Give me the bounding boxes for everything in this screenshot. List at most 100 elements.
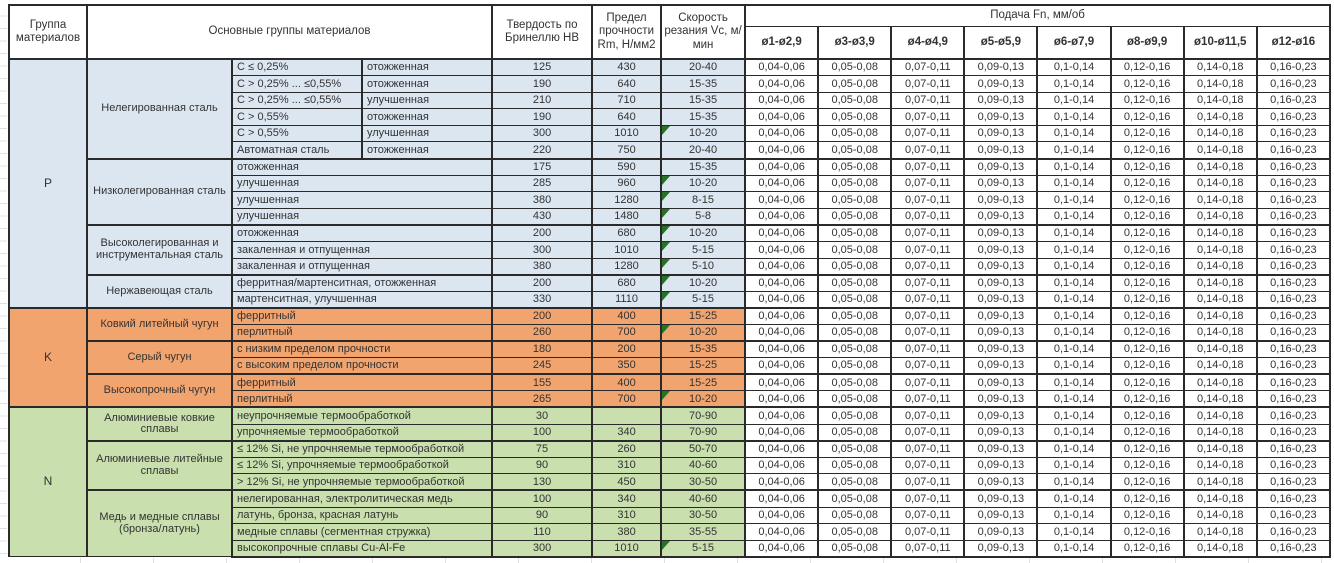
feed-value-cell: 0,09-0,13 (963, 406, 1039, 425)
feed-value-cell: 0,16-0,23 (1255, 439, 1332, 458)
feed-value-cell: 0,12-0,16 (1109, 108, 1185, 126)
cutting-speed-value-cell: 15-35 (660, 91, 747, 110)
cutting-speed-value-cell: 20-40 (660, 141, 747, 160)
hardness-value-cell: 110 (491, 523, 594, 541)
feed-value-cell: 0,09-0,13 (963, 124, 1039, 143)
feed-value-cell: 0,07-0,11 (890, 75, 966, 93)
strength-value-cell: 340 (591, 489, 663, 508)
hardness-value-cell: 30 (491, 406, 594, 425)
feed-value-cell: 0,12-0,16 (1109, 523, 1185, 541)
cell-comment-marker-icon (663, 242, 671, 252)
cutting-speed-value-cell: 70-90 (660, 406, 747, 425)
feed-value-cell: 0,12-0,16 (1109, 406, 1185, 425)
feed-value-cell: 0,14-0,18 (1182, 75, 1258, 93)
feed-value-cell: 0,1-0,14 (1036, 306, 1112, 325)
strength-value-cell: 1010 (591, 124, 663, 143)
feed-value-cell: 0,05-0,08 (817, 241, 893, 259)
feed-value-cell: 0,14-0,18 (1182, 357, 1258, 375)
material-group-cell: K (8, 306, 88, 408)
material-detail-cell: латунь, бронза, красная латунь (230, 506, 494, 525)
feed-value-cell: 0,09-0,13 (963, 241, 1039, 259)
table-row: C > 0,25% ... ≤0,55% отожженная 190 640 15-3… (9, 75, 1332, 93)
feed-value-cell: 0,1-0,14 (1036, 191, 1112, 209)
feed-value-cell: 0,05-0,08 (817, 157, 893, 176)
feed-value-cell: 0,1-0,14 (1036, 141, 1112, 160)
feed-value-cell: 0,07-0,11 (890, 523, 966, 541)
strength-value-cell: 1280 (591, 257, 663, 276)
hardness-value-cell: 200 (491, 223, 594, 243)
feed-value-cell: 0,07-0,11 (890, 456, 966, 475)
feed-value-cell: 0,05-0,08 (817, 141, 893, 160)
carbon-content-cell: C > 0,25% ... ≤0,55% (231, 75, 363, 93)
feed-value-cell: 0,14-0,18 (1182, 473, 1258, 491)
header-brinell-hardness: Твердость по Бринеллю HB (491, 4, 594, 60)
hardness-value-cell: 380 (491, 191, 594, 209)
feed-value-cell: 0,14-0,18 (1182, 489, 1258, 508)
feed-value-cell: 0,1-0,14 (1036, 290, 1112, 309)
feed-value-cell: 0,04-0,06 (744, 273, 820, 292)
material-detail-cell: закаленная и отпущенная (230, 257, 494, 276)
table-row: с высоким пределом прочности 245 350 15-25 0… (9, 357, 1332, 375)
feed-value-cell: 0,14-0,18 (1182, 124, 1258, 143)
material-detail-cell: перлитный (230, 390, 494, 408)
feed-value-cell: 0,09-0,13 (963, 91, 1039, 110)
feed-value-cell: 0,04-0,06 (744, 257, 820, 276)
cutting-speed-value-cell: 15-35 (660, 108, 747, 126)
feed-value-cell: 0,07-0,11 (890, 174, 966, 193)
hardness-value-cell: 220 (491, 141, 594, 160)
hardness-value-cell: 260 (491, 324, 594, 342)
feed-value-cell: 0,1-0,14 (1036, 91, 1112, 110)
feed-value-cell: 0,12-0,16 (1109, 357, 1185, 375)
feed-value-cell: 0,12-0,16 (1109, 290, 1185, 309)
feed-value-cell: 0,1-0,14 (1036, 340, 1112, 359)
material-group-cell: P (8, 58, 88, 309)
material-detail-cell: отожженная (230, 223, 494, 243)
feed-value-cell: 0,14-0,18 (1182, 91, 1258, 110)
feed-value-cell: 0,05-0,08 (817, 439, 893, 458)
feed-value-cell: 0,07-0,11 (890, 241, 966, 259)
feed-value-cell: 0,12-0,16 (1109, 223, 1185, 243)
feed-value-cell: 0,14-0,18 (1182, 523, 1258, 541)
cutting-speed-value-cell: 70-90 (660, 423, 747, 442)
cell-comment-marker-icon (663, 276, 671, 285)
strength-value-cell: 400 (591, 373, 663, 392)
cutting-speed-value-cell: 5-15 (660, 290, 747, 309)
table-row: Высокопрочный чугун ферритный 155 400 15-25 0… (9, 373, 1332, 408)
feed-value-cell: 0,14-0,18 (1182, 373, 1258, 392)
feed-value-cell: 0,12-0,16 (1109, 58, 1185, 77)
material-detail-cell: ферритная/мартенситная, отожженная (230, 273, 494, 292)
cutting-speed-value-cell: 10-20 (660, 324, 747, 342)
feed-value-cell: 0,12-0,16 (1109, 423, 1185, 442)
material-detail-cell: > 12% Si, не упрочняемые термообработкой (230, 473, 494, 491)
feed-value-cell: 0,04-0,06 (744, 290, 820, 309)
feed-value-cell: 0,07-0,11 (890, 290, 966, 309)
feed-value-cell: 0,14-0,18 (1182, 174, 1258, 193)
feed-value-cell: 0,04-0,06 (744, 456, 820, 475)
cell-comment-marker-icon (663, 176, 671, 185)
cutting-speed-value-cell: 40-60 (660, 489, 747, 508)
feed-value-cell: 0,14-0,18 (1182, 439, 1258, 458)
hardness-value-cell: 125 (491, 58, 594, 77)
feed-value-cell: 0,14-0,18 (1182, 506, 1258, 525)
feed-value-cell: 0,12-0,16 (1109, 506, 1185, 525)
material-detail-cell: улучшенная (230, 191, 494, 209)
carbon-content-cell: C > 0,25% ... ≤0,55% (231, 91, 363, 110)
hardness-value-cell: 265 (491, 390, 594, 408)
feed-value-cell: 0,04-0,06 (744, 324, 820, 342)
feed-value-cell: 0,1-0,14 (1036, 473, 1112, 491)
material-subgroup-cell: Алюминиевые ковкие сплавы (86, 406, 233, 442)
feed-value-cell: 0,07-0,11 (890, 207, 966, 226)
feed-value-cell: 0,16-0,23 (1255, 423, 1332, 442)
cutting-speed-value-cell: 8-15 (660, 191, 747, 209)
feed-value-cell: 0,16-0,23 (1255, 141, 1332, 160)
feed-value-cell: 0,09-0,13 (963, 473, 1039, 491)
feed-value-cell: 0,04-0,06 (744, 157, 820, 176)
strength-value-cell: 700 (591, 324, 663, 342)
strength-value-cell: 750 (591, 141, 663, 160)
feed-value-cell: 0,04-0,06 (744, 141, 820, 160)
cell-comment-marker-icon (663, 391, 671, 401)
strength-value-cell: 1110 (591, 290, 663, 309)
feed-value-cell: 0,04-0,06 (744, 124, 820, 143)
feed-value-cell: 0,09-0,13 (963, 340, 1039, 359)
feed-value-cell: 0,1-0,14 (1036, 174, 1112, 193)
